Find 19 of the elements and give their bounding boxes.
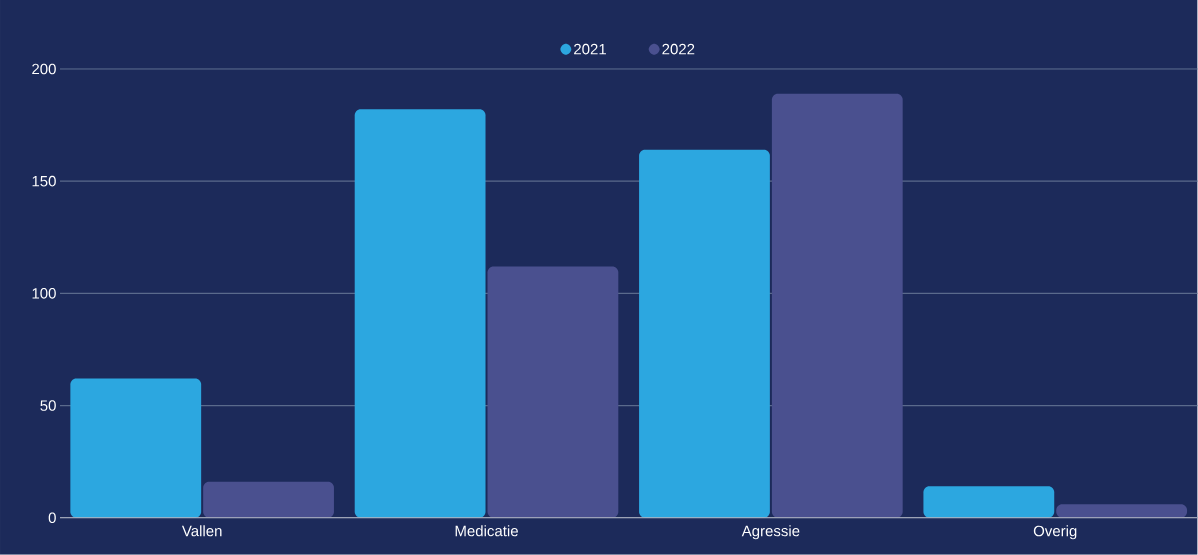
bar bbox=[1056, 504, 1188, 518]
x-tick-label: Agressie bbox=[741, 525, 800, 540]
bar bbox=[354, 109, 486, 518]
y-tick-label: 150 bbox=[32, 175, 56, 187]
bar bbox=[487, 266, 619, 518]
x-tick-label: Vallen bbox=[181, 525, 222, 537]
bar bbox=[70, 378, 202, 518]
legend-label: 2021 bbox=[574, 43, 606, 55]
legend-label: 2022 bbox=[662, 43, 695, 55]
bar bbox=[771, 93, 903, 518]
y-tick-label: 100 bbox=[32, 288, 56, 299]
y-tick-label: 0 bbox=[48, 512, 56, 524]
bar bbox=[203, 481, 334, 518]
y-tick-label: 50 bbox=[40, 400, 56, 411]
x-tick-label: Medicatie bbox=[455, 525, 518, 537]
y-tick-label: 200 bbox=[32, 63, 56, 75]
bar bbox=[639, 149, 770, 518]
x-tick-label: Overig bbox=[1033, 525, 1077, 540]
bar bbox=[923, 486, 1055, 518]
